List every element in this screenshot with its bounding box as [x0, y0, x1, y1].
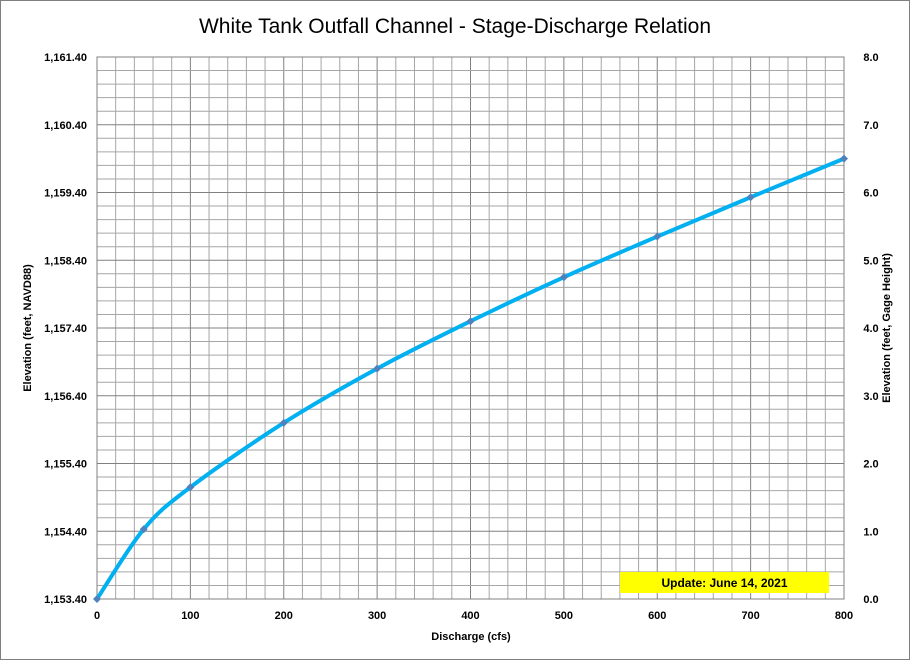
y2-tick-label: 3.0 — [863, 391, 878, 403]
data-point — [279, 418, 288, 427]
y-tick-label: 1,155.40 — [44, 459, 87, 471]
y2-tick-label: 1.0 — [863, 526, 878, 538]
data-point — [93, 595, 101, 603]
update-date-badge: Update: June 14, 2021 — [620, 572, 829, 593]
y-tick-label: 1,154.40 — [44, 526, 87, 538]
data-point — [186, 483, 195, 492]
x-axis-label: Discharge (cfs) — [431, 631, 511, 643]
x-tick-label: 200 — [275, 610, 293, 622]
x-tick-label: 100 — [181, 610, 199, 622]
data-point — [653, 232, 662, 241]
y2-tick-label: 4.0 — [863, 323, 878, 335]
y-tick-label: 1,160.40 — [44, 120, 87, 132]
y2-tick-label: 7.0 — [863, 120, 878, 132]
x-axis-ticks: 0 100 200 300 400 500 600 700 800 — [94, 610, 853, 622]
series-line-layer — [95, 156, 846, 601]
y-axis-left-ticks: 1,153.40 1,154.40 1,155.40 1,156.40 1,157.40… — [44, 52, 87, 606]
x-tick-label: 300 — [368, 610, 386, 622]
x-tick-label: 700 — [741, 610, 759, 622]
y-axis-right-ticks: 0.0 1.0 2.0 3.0 4.0 5.0 6.0 7.0 8.0 — [863, 52, 878, 606]
data-point — [840, 154, 848, 163]
y2-tick-label: 6.0 — [863, 188, 878, 200]
data-point — [466, 317, 475, 326]
data-point — [746, 193, 755, 202]
x-tick-label: 0 — [94, 610, 100, 622]
x-tick-label: 800 — [835, 610, 853, 622]
y-tick-label: 1,156.40 — [44, 391, 87, 403]
data-point — [559, 273, 568, 282]
y-tick-label: 1,153.40 — [44, 594, 87, 606]
x-tick-label: 600 — [648, 610, 666, 622]
data-point — [139, 525, 148, 534]
y2-tick-label: 2.0 — [863, 459, 878, 471]
data-point — [373, 364, 382, 373]
y-axis-right-label: Elevation (feet, Gage Height) — [881, 253, 893, 403]
y-tick-label: 1,159.40 — [44, 188, 87, 200]
y-axis-left-label: Elevation (feet, NAVD88) — [22, 264, 34, 392]
x-tick-label: 400 — [461, 610, 479, 622]
y-tick-label: 1,158.40 — [44, 255, 87, 267]
rating-curve-line — [95, 156, 846, 601]
y2-tick-label: 0.0 — [863, 594, 878, 606]
x-tick-label: 500 — [555, 610, 573, 622]
chart-title: White Tank Outfall Channel - Stage-Disch… — [199, 15, 711, 38]
y2-tick-label: 8.0 — [863, 52, 878, 64]
y-tick-label: 1,161.40 — [44, 52, 87, 64]
grid — [96, 56, 845, 600]
y-tick-label: 1,157.40 — [44, 323, 87, 335]
y2-tick-label: 5.0 — [863, 255, 878, 267]
plot-area — [96, 56, 845, 600]
series-markers — [93, 154, 848, 603]
